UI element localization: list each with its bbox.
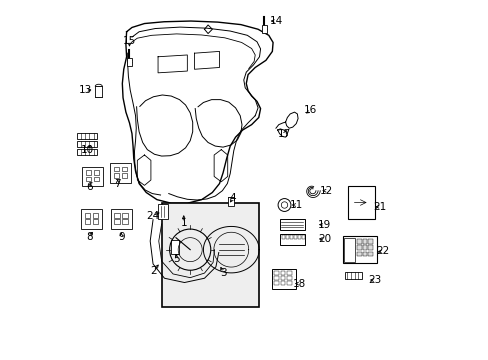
Bar [289, 235, 292, 239]
Text: 11: 11 [289, 200, 302, 210]
Bar [81, 210, 102, 229]
Text: 7: 7 [114, 179, 121, 189]
Bar [301, 235, 304, 239]
Bar [344, 272, 362, 279]
Bar [82, 167, 103, 186]
Bar [274, 281, 278, 285]
Text: 5: 5 [173, 253, 180, 264]
Text: 10: 10 [81, 145, 94, 155]
Bar [114, 167, 119, 171]
Bar [122, 167, 127, 171]
Bar [114, 220, 120, 224]
Bar [362, 252, 366, 256]
Bar [122, 220, 127, 224]
Bar [94, 170, 99, 175]
Bar [367, 252, 372, 256]
Text: 6: 6 [85, 182, 92, 192]
Bar [77, 141, 97, 147]
Bar [111, 210, 131, 229]
Text: 19: 19 [318, 220, 331, 230]
Bar [344, 238, 354, 262]
Text: 12: 12 [319, 186, 333, 196]
Text: 13: 13 [79, 85, 92, 95]
Bar [279, 219, 305, 230]
Bar [274, 271, 278, 275]
Bar [367, 246, 372, 250]
Bar [94, 177, 99, 181]
Text: 8: 8 [85, 232, 92, 242]
Bar [227, 197, 234, 206]
Bar [110, 163, 131, 183]
Bar [297, 235, 300, 239]
Bar [347, 186, 374, 219]
Bar [93, 220, 98, 224]
Bar [261, 24, 266, 33]
Text: 16: 16 [304, 105, 317, 115]
Bar [93, 213, 98, 218]
Bar [84, 213, 90, 218]
Bar [77, 149, 97, 155]
Bar [342, 237, 376, 263]
Bar [84, 220, 90, 224]
Bar [274, 276, 278, 280]
Bar [293, 235, 296, 239]
Bar [170, 240, 179, 254]
Bar [362, 246, 366, 250]
Bar [127, 58, 131, 66]
Bar [95, 86, 102, 97]
Bar [356, 239, 361, 244]
Bar [280, 281, 285, 285]
Text: 22: 22 [376, 247, 389, 256]
Bar [280, 271, 285, 275]
Bar [272, 269, 295, 289]
Text: 14: 14 [269, 16, 283, 26]
Text: 21: 21 [373, 202, 386, 212]
Bar [77, 133, 97, 139]
Bar [280, 276, 285, 280]
Text: 18: 18 [293, 279, 306, 289]
Bar [86, 177, 91, 181]
Bar [286, 276, 291, 280]
Bar [114, 173, 119, 178]
Bar [286, 271, 291, 275]
Text: 4: 4 [229, 193, 236, 203]
Bar [285, 235, 288, 239]
Bar [367, 239, 372, 244]
Text: 1: 1 [180, 218, 187, 228]
Text: 15: 15 [122, 36, 136, 46]
Text: 17: 17 [278, 129, 291, 139]
Bar [122, 173, 127, 178]
Text: 23: 23 [367, 275, 381, 285]
Bar [86, 170, 91, 175]
Text: 20: 20 [318, 234, 331, 244]
Bar [279, 234, 305, 245]
Bar [362, 239, 366, 244]
Bar [158, 204, 168, 219]
Bar [114, 213, 120, 218]
Text: 9: 9 [118, 232, 124, 242]
Text: 24: 24 [146, 211, 159, 221]
Bar [356, 246, 361, 250]
Bar [356, 252, 361, 256]
Text: 3: 3 [219, 268, 226, 278]
Bar [122, 213, 127, 218]
Bar [286, 281, 291, 285]
Bar [162, 203, 258, 307]
Text: 2: 2 [150, 266, 156, 276]
Bar [282, 235, 285, 239]
